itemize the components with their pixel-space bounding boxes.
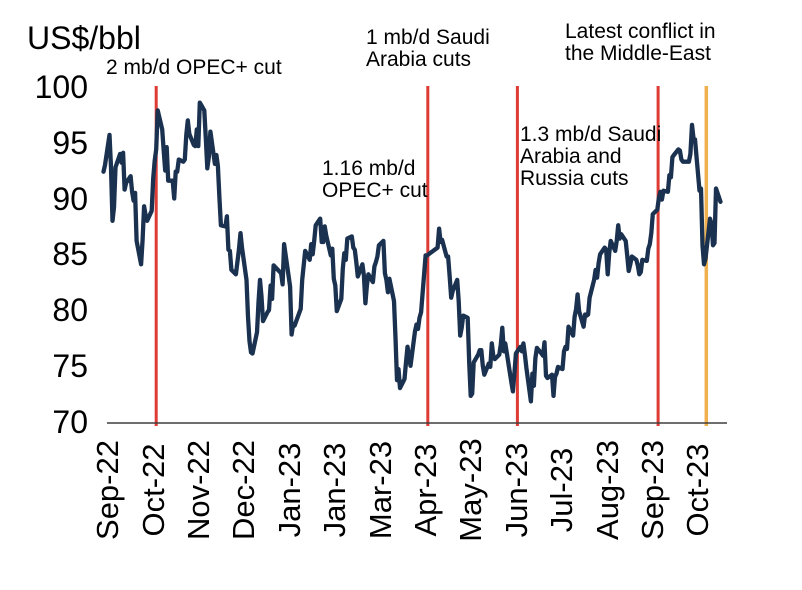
x-axis-tick-label: Jul-23: [544, 447, 580, 533]
y-axis-tick-label: 85: [52, 236, 88, 272]
y-axis-tick-label: 70: [52, 404, 88, 440]
annotation-middle-east-conflict: Latest conflict in the Middle-East: [565, 20, 716, 65]
y-axis-tick-label: 95: [52, 125, 88, 161]
x-axis-tick-label: Nov-22: [181, 440, 217, 540]
annotation-opec-cut-1-16mbd: 1.16 mb/d OPEC+ cut: [322, 157, 428, 202]
annotation-opec-cut-2mbd: 2 mb/d OPEC+ cut: [106, 56, 282, 79]
x-axis-tick-label: Aug-23: [589, 440, 625, 540]
y-axis-tick-label: 80: [52, 292, 88, 328]
x-axis-tick-label: Oct-22: [135, 443, 171, 537]
x-axis-tick-label: Jan-23: [317, 442, 353, 538]
price-line: [101, 100, 723, 404]
x-axis-tick-label: Sep-22: [90, 440, 126, 540]
x-axis-tick-label: Jan-23: [271, 442, 307, 538]
y-axis-tick-label: 100: [34, 69, 88, 105]
x-axis-tick-label: Mar-23: [362, 440, 398, 540]
annotation-saudi-russia-cut-1-3mbd: 1.3 mb/d Saudi Arabia and Russia cuts: [520, 123, 662, 190]
y-axis-tick-label: 75: [52, 348, 88, 384]
x-axis-tick-label: Sep-23: [634, 440, 670, 540]
x-axis-tick-label: Apr-23: [408, 443, 443, 537]
chart-axis-unit-title: US$/bbl: [27, 20, 141, 56]
x-axis-tick-label: May-23: [453, 438, 489, 542]
x-axis-tick-label: Dec-22: [226, 440, 262, 540]
annotation-saudi-cut-1mbd: 1 mb/d Saudi Arabia cuts: [366, 26, 490, 71]
x-axis-tick-label: Jun-23: [498, 442, 534, 538]
y-axis-tick-label: 90: [52, 181, 88, 217]
x-axis-tick-label: Oct-23: [680, 443, 716, 537]
